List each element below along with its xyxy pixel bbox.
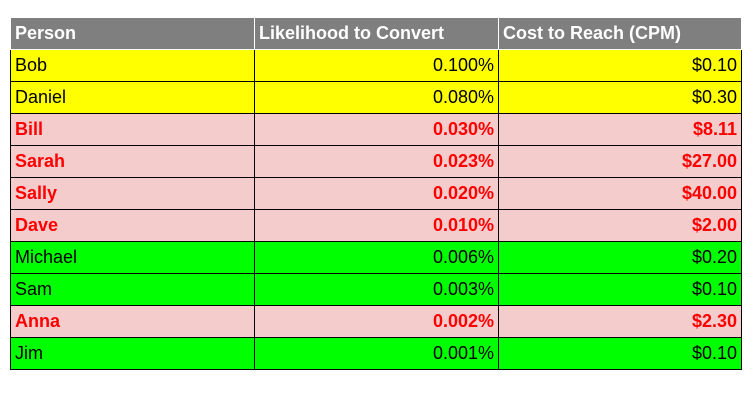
person-cell[interactable]: Bob bbox=[10, 49, 255, 82]
likelihood-cell[interactable]: 0.020% bbox=[254, 177, 499, 210]
table-row: Michael 0.006% $0.20 bbox=[10, 241, 742, 274]
likelihood-cell[interactable]: 0.100% bbox=[254, 49, 499, 82]
person-cell[interactable]: Sally bbox=[10, 177, 255, 210]
cost-cell[interactable]: $0.10 bbox=[498, 273, 742, 306]
cost-cell[interactable]: $2.00 bbox=[498, 209, 742, 242]
header-person[interactable]: Person bbox=[10, 17, 255, 50]
person-cell[interactable]: Daniel bbox=[10, 81, 255, 114]
table-row: Sally 0.020% $40.00 bbox=[10, 177, 742, 210]
table-row: Anna 0.002% $2.30 bbox=[10, 305, 742, 338]
likelihood-cell[interactable]: 0.023% bbox=[254, 145, 499, 178]
likelihood-cell[interactable]: 0.010% bbox=[254, 209, 499, 242]
person-cell[interactable]: Sam bbox=[10, 273, 255, 306]
cost-cell[interactable]: $0.10 bbox=[498, 49, 742, 82]
table-row: Sam 0.003% $0.10 bbox=[10, 273, 742, 306]
likelihood-cell[interactable]: 0.001% bbox=[254, 337, 499, 370]
table-row: Daniel 0.080% $0.30 bbox=[10, 81, 742, 114]
table-row: Sarah 0.023% $27.00 bbox=[10, 145, 742, 178]
cost-cell[interactable]: $27.00 bbox=[498, 145, 742, 178]
cost-cell[interactable]: $40.00 bbox=[498, 177, 742, 210]
person-cell[interactable]: Michael bbox=[10, 241, 255, 274]
person-cell[interactable]: Dave bbox=[10, 209, 255, 242]
person-cell[interactable]: Jim bbox=[10, 337, 255, 370]
cost-cell[interactable]: $2.30 bbox=[498, 305, 742, 338]
likelihood-cell[interactable]: 0.030% bbox=[254, 113, 499, 146]
likelihood-cell[interactable]: 0.080% bbox=[254, 81, 499, 114]
header-row: Person Likelihood to Convert Cost to Rea… bbox=[10, 17, 742, 50]
header-cost[interactable]: Cost to Reach (CPM) bbox=[498, 17, 742, 50]
likelihood-cell[interactable]: 0.006% bbox=[254, 241, 499, 274]
likelihood-cell[interactable]: 0.003% bbox=[254, 273, 499, 306]
table-row: Bob 0.100% $0.10 bbox=[10, 49, 742, 82]
conversion-table: Person Likelihood to Convert Cost to Rea… bbox=[10, 17, 742, 370]
person-cell[interactable]: Anna bbox=[10, 305, 255, 338]
header-likelihood[interactable]: Likelihood to Convert bbox=[254, 17, 499, 50]
table-row: Bill 0.030% $8.11 bbox=[10, 113, 742, 146]
likelihood-cell[interactable]: 0.002% bbox=[254, 305, 499, 338]
cost-cell[interactable]: $0.10 bbox=[498, 337, 742, 370]
cost-cell[interactable]: $0.20 bbox=[498, 241, 742, 274]
table-row: Dave 0.010% $2.00 bbox=[10, 209, 742, 242]
cost-cell[interactable]: $8.11 bbox=[498, 113, 742, 146]
cost-cell[interactable]: $0.30 bbox=[498, 81, 742, 114]
person-cell[interactable]: Bill bbox=[10, 113, 255, 146]
table-row: Jim 0.001% $0.10 bbox=[10, 337, 742, 370]
person-cell[interactable]: Sarah bbox=[10, 145, 255, 178]
